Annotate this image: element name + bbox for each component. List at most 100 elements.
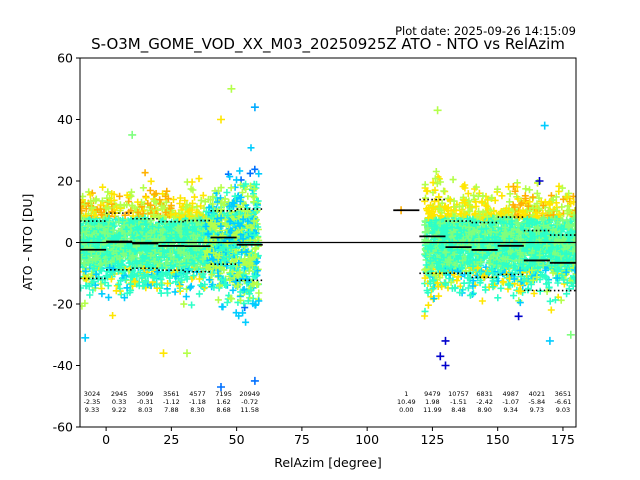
scatter-point — [536, 287, 544, 295]
scatter-point — [491, 196, 499, 204]
scatter-point — [192, 228, 200, 235]
scatter-point — [453, 277, 461, 285]
scatter-point — [529, 193, 537, 201]
scatter-point — [424, 289, 432, 297]
scatter-points — [80, 84, 576, 391]
scatter-point — [196, 275, 203, 283]
scatter-point — [424, 187, 431, 195]
scatter-point — [200, 231, 208, 239]
scatter-point — [535, 194, 543, 202]
scatter-point — [445, 275, 453, 282]
scatter-point — [424, 224, 432, 232]
scatter-point — [440, 187, 448, 195]
scatter-point — [237, 296, 244, 304]
scatter-point — [244, 192, 252, 200]
scatter-point — [516, 299, 524, 307]
scatter-point — [85, 256, 93, 264]
scatter-point — [104, 230, 112, 237]
scatter-point — [241, 255, 249, 263]
scatter-point — [461, 199, 469, 207]
scatter-point — [96, 232, 104, 240]
scatter-point — [464, 190, 472, 198]
scatter-point — [176, 262, 183, 269]
scatter-point — [195, 290, 203, 298]
scatter-point — [438, 199, 446, 207]
scatter-point — [546, 297, 554, 305]
scatter-point — [494, 185, 501, 193]
scatter-point — [555, 187, 563, 195]
scatter-point — [428, 286, 436, 294]
scatter-point — [424, 301, 432, 309]
scatter-point — [209, 262, 217, 270]
scatter-point — [82, 205, 90, 213]
scatter-point — [431, 197, 439, 205]
scatter-point — [164, 280, 172, 287]
scatter-point — [558, 184, 566, 192]
scatter-point — [209, 193, 217, 201]
scatter-point — [430, 295, 438, 302]
scatter-point — [217, 222, 225, 230]
scatter-point — [226, 276, 234, 284]
scatter-point — [479, 208, 487, 216]
scatter-point — [116, 192, 124, 200]
scatter-point — [432, 168, 440, 175]
scatter-point — [489, 269, 497, 277]
scatter-point — [210, 211, 218, 218]
scatter-point — [170, 196, 177, 203]
scatter-point — [142, 232, 150, 240]
scatter-point — [107, 258, 115, 266]
scatter-point — [422, 252, 430, 260]
scatter-point — [100, 219, 107, 227]
scatter-point — [434, 283, 442, 290]
scatter-point — [485, 233, 493, 241]
scatter-point — [255, 170, 263, 178]
scatter-point — [533, 273, 541, 281]
scatter-point — [210, 232, 218, 240]
scatter-point — [167, 211, 175, 219]
scatter-point — [532, 218, 540, 226]
scatter-point — [514, 276, 522, 284]
scatter-point — [478, 297, 486, 305]
scatter-point — [163, 187, 171, 195]
scatter-point — [464, 284, 472, 292]
scatter-point — [462, 211, 470, 219]
scatter-point — [86, 191, 94, 199]
scatter-point — [247, 144, 255, 152]
scatter-point — [551, 296, 559, 304]
scatter-point — [98, 290, 106, 298]
scatter-point — [151, 235, 158, 243]
scatter-point — [227, 244, 235, 252]
scatter-point — [489, 283, 497, 291]
scatter-point — [129, 252, 137, 260]
scatter-point — [119, 227, 127, 235]
scatter-point — [151, 258, 158, 266]
scatter-point — [167, 252, 175, 260]
scatter-point — [447, 264, 455, 272]
scatter-point — [164, 289, 171, 297]
scatter-point — [127, 280, 134, 288]
scatter-point — [120, 250, 127, 257]
scatter-point — [470, 240, 478, 248]
scatter-point — [84, 222, 92, 230]
scatter-point — [239, 309, 247, 317]
scatter-point — [239, 215, 247, 223]
scatter-point — [114, 267, 122, 275]
scatter-point — [252, 272, 260, 280]
scatter-point — [133, 216, 141, 224]
scatter-point — [437, 231, 445, 239]
scatter-point — [233, 229, 241, 237]
scatter-point — [523, 247, 531, 255]
scatter-point — [251, 301, 259, 309]
scatter-point — [82, 267, 90, 275]
scatter-point — [172, 272, 180, 280]
scatter-point — [246, 228, 254, 236]
scatter-point — [162, 192, 170, 200]
scatter-point — [429, 204, 437, 212]
scatter-point — [149, 223, 156, 230]
scatter-point — [553, 274, 561, 282]
scatter-point — [236, 268, 244, 276]
scatter-point — [520, 277, 528, 285]
scatter-point — [554, 266, 562, 274]
scatter-point — [136, 233, 144, 241]
scatter-point — [526, 228, 534, 236]
